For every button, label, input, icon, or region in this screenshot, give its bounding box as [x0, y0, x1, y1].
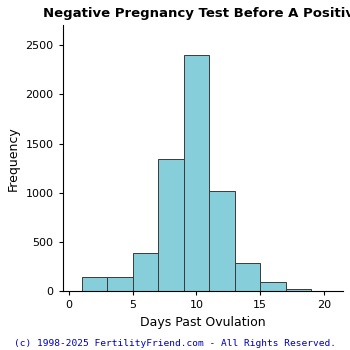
Bar	[235, 263, 260, 292]
Bar	[158, 159, 184, 292]
Title: Negative Pregnancy Test Before A Positive: Negative Pregnancy Test Before A Positiv…	[43, 7, 350, 20]
Text: (c) 1998-2025 FertilityFriend.com - All Rights Reserved.: (c) 1998-2025 FertilityFriend.com - All …	[14, 339, 336, 348]
Bar	[107, 277, 133, 292]
Bar	[286, 288, 311, 292]
Bar	[209, 191, 235, 292]
Bar	[260, 282, 286, 292]
Bar	[133, 253, 158, 292]
Bar	[184, 55, 209, 292]
Bar	[82, 277, 107, 292]
X-axis label: Days Past Ovulation: Days Past Ovulation	[140, 316, 266, 329]
Y-axis label: Frequency: Frequency	[7, 126, 20, 191]
